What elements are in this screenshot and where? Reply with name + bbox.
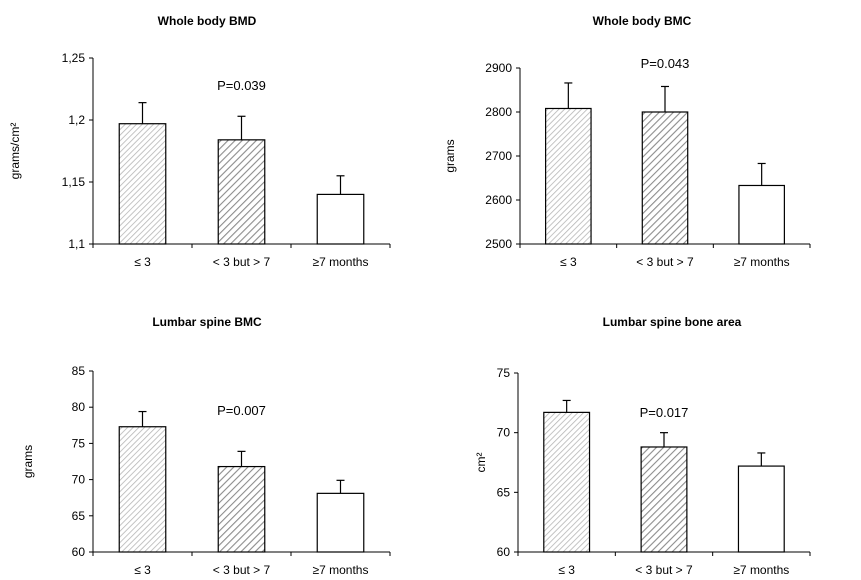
chart-lumbar-spine-bmc: Lumbar spine BMC grams 60 65 70 75 80 85 ≤ 3 < 3 … — [21, 315, 391, 577]
bar — [543, 411, 591, 553]
x-tick-label: ≤ 3 — [560, 255, 577, 269]
bar — [217, 139, 266, 245]
chart-title: Lumbar spine bone area — [603, 315, 742, 329]
y-axis-label: grams — [21, 445, 35, 478]
y-axis-label: grams/cm² — [8, 123, 22, 180]
y-tick-label: 1,2 — [68, 113, 85, 127]
y-tick-label: 2800 — [485, 105, 512, 119]
y-tick-label: 70 — [72, 473, 86, 487]
p-value-annotation: P=0.017 — [640, 405, 689, 420]
x-tick-label: ≥7 months — [313, 255, 369, 269]
bar — [217, 465, 266, 553]
y-tick-label: 70 — [497, 426, 511, 440]
y-tick-label: 2900 — [485, 61, 512, 75]
y-axis-label: cm² — [474, 453, 488, 473]
p-value-annotation: P=0.007 — [217, 403, 266, 418]
bar — [641, 111, 689, 245]
y-tick-label: 65 — [497, 485, 511, 499]
p-value-annotation: P=0.043 — [641, 56, 690, 71]
chart-title: Lumbar spine BMC — [152, 315, 262, 329]
y-tick-label: 60 — [497, 545, 511, 559]
y-tick-label: 1,25 — [62, 51, 86, 65]
y-tick-label: 75 — [72, 436, 86, 450]
y-tick-label: 75 — [497, 366, 511, 380]
x-tick-label: ≤ 3 — [134, 563, 151, 577]
y-axis-label: grams — [443, 139, 457, 172]
chart-whole-body-bmc: Whole body BMC grams 2500 2600 2700 2800 2900 ≤… — [443, 14, 811, 269]
x-tick-label: ≥7 months — [734, 255, 790, 269]
y-tick-label: 65 — [72, 509, 86, 523]
chart-title: Whole body BMD — [158, 14, 257, 28]
bar — [737, 465, 785, 553]
x-tick-label: < 3 but > 7 — [636, 255, 694, 269]
y-tick-label: 2700 — [485, 149, 512, 163]
x-tick-label: ≥7 months — [313, 563, 369, 577]
x-tick-label: < 3 but > 7 — [635, 563, 693, 577]
x-tick-label: ≤ 3 — [558, 563, 575, 577]
chart-whole-body-bmd: Whole body BMD grams/cm² 1,1 1,15 1,2 1,25 ≤ 3… — [8, 14, 391, 269]
y-tick-label: 2600 — [485, 193, 512, 207]
y-tick-label: 60 — [72, 545, 86, 559]
x-tick-label: ≤ 3 — [134, 255, 151, 269]
y-tick-label: 80 — [72, 400, 86, 414]
x-tick-label: < 3 but > 7 — [213, 563, 271, 577]
y-tick-label: 1,15 — [62, 175, 86, 189]
bar — [545, 107, 592, 245]
bar — [316, 193, 365, 245]
x-tick-label: < 3 but > 7 — [213, 255, 271, 269]
x-tick-label: ≥7 months — [733, 563, 789, 577]
y-tick-label: 2500 — [485, 237, 512, 251]
bar — [118, 123, 167, 245]
y-tick-label: 85 — [72, 364, 86, 378]
y-tick-label: 1,1 — [68, 237, 85, 251]
bar — [640, 446, 688, 553]
p-value-annotation: P=0.039 — [217, 78, 266, 93]
bar — [738, 184, 785, 245]
chart-title: Whole body BMC — [593, 14, 692, 28]
bar — [316, 492, 365, 553]
